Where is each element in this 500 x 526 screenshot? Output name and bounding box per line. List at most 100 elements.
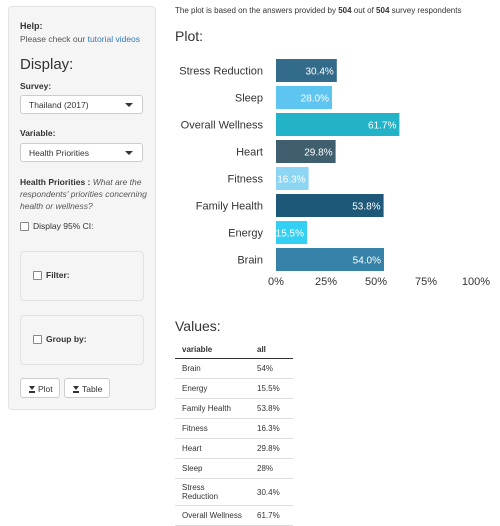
health-priorities-bar-chart: Stress Reduction 30.4% Sleep 28.0% Overall W… [179,59,490,288]
variable-description: Health Priorities : What are the respond… [20,176,150,212]
table-row: Energy 15.5% [175,378,293,399]
notice-suffix: survey respondents [389,6,462,15]
table-cell-value: 28% [250,458,293,479]
display-title: Display: [20,56,74,73]
table-cell-variable: Fitness [175,418,250,439]
bar [276,194,384,217]
download-icon [28,386,35,393]
bar-value-label: 16.3% [277,175,305,186]
bar [276,113,400,136]
ci-checkbox[interactable] [20,222,29,232]
answered-count: 504 [338,6,352,15]
x-tick-label: 75% [415,276,437,288]
variable-label: Variable: [20,128,56,138]
plot-title: Plot: [175,28,204,44]
category-label: Brain [237,255,263,267]
bar [276,221,307,244]
table-cell-variable: Energy [175,378,250,399]
ci-label: Display 95% CI: [33,221,94,231]
survey-select-value: Thailand (2017) [29,100,89,110]
bar [276,86,332,109]
category-label: Overall Wellness [181,120,264,132]
filter-row[interactable]: Filter: [33,270,70,281]
values-table: variable all Brain 54% Energy 15.5% Family… [175,341,293,526]
table-cell-value: 61.7% [250,505,293,526]
x-tick-label: 100% [462,276,490,288]
survey-label: Survey: [20,81,52,91]
table-cell-variable: Heart [175,438,250,459]
values-title: Values: [175,318,221,334]
groupby-panel: Group by: [20,315,144,365]
bar-value-label: 61.7% [368,121,396,132]
table-cell-value: 15.5% [250,378,293,399]
groupby-row[interactable]: Group by: [33,334,87,345]
category-label: Heart [236,147,263,159]
groupby-label: Group by: [46,334,87,344]
table-row: Overall Wellness 61.7% [175,505,293,526]
filter-panel: Filter: [20,251,144,301]
help-text: Please check our tutorial videos [20,34,140,44]
caret-down-icon [125,103,133,107]
category-label: Family Health [196,201,263,213]
category-label: Fitness [228,174,264,186]
bar [276,59,337,82]
bar-value-label: 28.0% [301,94,329,105]
help-title: Help: [20,21,43,31]
notice-prefix: The plot is based on the answers provide… [175,6,339,15]
table-row: Sleep 28% [175,458,293,479]
column-header-all: all [250,341,293,359]
table-cell-value: 16.3% [250,418,293,439]
download-table-label: Table [82,384,103,394]
x-tick-label: 50% [365,276,387,288]
variable-description-title: Health Priorities : [20,177,91,187]
bar-value-label: 53.8% [352,202,380,213]
download-plot-button[interactable]: Plot [20,378,60,398]
bar [276,167,309,190]
notice-middle: out of [351,6,377,15]
table-cell-value: 29.8% [250,438,293,459]
download-plot-label: Plot [38,384,53,394]
variable-select-value: Health Priorities [29,148,89,158]
table-cell-value: 53.8% [250,398,293,419]
table-row: Brain 54% [175,358,293,379]
filter-checkbox[interactable] [33,271,42,281]
respondents-notice: The plot is based on the answers provide… [175,6,461,15]
download-table-button[interactable]: Table [64,378,110,398]
variable-select[interactable]: Health Priorities [20,143,143,162]
table-row: Fitness 16.3% [175,418,293,439]
help-text-prefix: Please check our [20,34,88,44]
caret-down-icon [125,151,133,155]
table-row: Family Health 53.8% [175,398,293,419]
bar-value-label: 15.5% [276,229,304,240]
table-cell-variable: Overall Wellness [175,505,250,526]
table-cell-variable: Brain [175,358,250,379]
survey-select[interactable]: Thailand (2017) [20,95,143,114]
x-tick-label: 0% [268,276,284,288]
table-header-row: variable all [175,341,293,359]
table-cell-variable: Sleep [175,458,250,479]
table-cell-variable: Family Health [175,398,250,419]
total-count: 504 [376,6,390,15]
filter-label: Filter: [46,270,70,280]
category-label: Sleep [235,93,263,105]
table-row: Stress Reduction 30.4% [175,478,293,506]
table-row: Heart 29.8% [175,438,293,459]
tutorial-videos-link[interactable]: tutorial videos [87,34,141,44]
groupby-checkbox[interactable] [33,335,42,345]
bar [276,140,336,163]
ci-checkbox-row[interactable]: Display 95% CI: [20,221,94,232]
bar-value-label: 30.4% [305,67,333,78]
bar [276,248,384,271]
bar-value-label: 29.8% [304,148,332,159]
table-cell-value: 30.4% [250,478,293,506]
variable-description-question: What are the respondents' priorities con… [20,177,147,211]
x-tick-label: 25% [315,276,337,288]
bar-value-label: 54.0% [353,256,381,267]
column-header-variable: variable [175,341,250,359]
category-label: Stress Reduction [179,66,263,78]
category-label: Energy [228,228,263,240]
table-cell-variable: Stress Reduction [175,478,250,506]
table-cell-value: 54% [250,358,293,379]
download-icon [72,386,79,393]
sidebar-panel: Help: Please check our tutorial videos D… [8,6,156,410]
